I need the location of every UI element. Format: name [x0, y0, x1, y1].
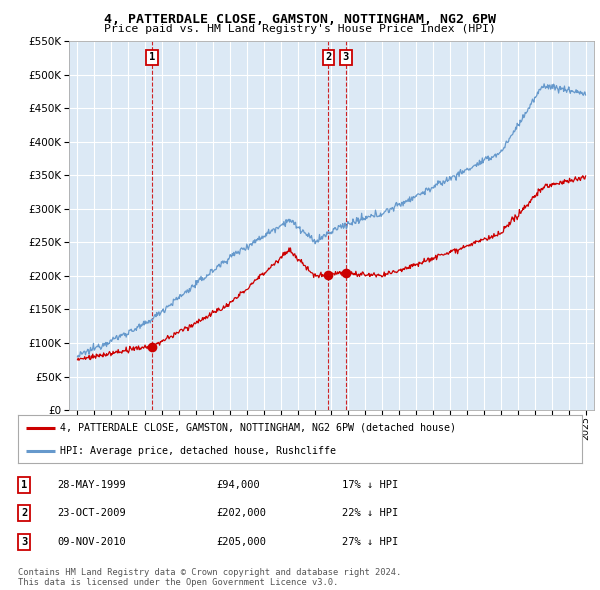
Text: 3: 3 [21, 537, 27, 546]
Text: 09-NOV-2010: 09-NOV-2010 [57, 537, 126, 546]
Text: 27% ↓ HPI: 27% ↓ HPI [342, 537, 398, 546]
Text: 28-MAY-1999: 28-MAY-1999 [57, 480, 126, 490]
Text: 3: 3 [343, 53, 349, 63]
Text: Contains HM Land Registry data © Crown copyright and database right 2024.
This d: Contains HM Land Registry data © Crown c… [18, 568, 401, 587]
Text: 4, PATTERDALE CLOSE, GAMSTON, NOTTINGHAM, NG2 6PW: 4, PATTERDALE CLOSE, GAMSTON, NOTTINGHAM… [104, 13, 496, 26]
Text: 4, PATTERDALE CLOSE, GAMSTON, NOTTINGHAM, NG2 6PW (detached house): 4, PATTERDALE CLOSE, GAMSTON, NOTTINGHAM… [60, 423, 457, 433]
Text: £202,000: £202,000 [216, 509, 266, 518]
Text: 1: 1 [149, 53, 155, 63]
Text: HPI: Average price, detached house, Rushcliffe: HPI: Average price, detached house, Rush… [60, 446, 337, 456]
Text: 22% ↓ HPI: 22% ↓ HPI [342, 509, 398, 518]
Text: 1: 1 [21, 480, 27, 490]
Text: £94,000: £94,000 [216, 480, 260, 490]
Text: £205,000: £205,000 [216, 537, 266, 546]
Text: 2: 2 [325, 53, 331, 63]
Text: 2: 2 [21, 509, 27, 518]
Text: Price paid vs. HM Land Registry's House Price Index (HPI): Price paid vs. HM Land Registry's House … [104, 24, 496, 34]
Text: 23-OCT-2009: 23-OCT-2009 [57, 509, 126, 518]
Text: 17% ↓ HPI: 17% ↓ HPI [342, 480, 398, 490]
